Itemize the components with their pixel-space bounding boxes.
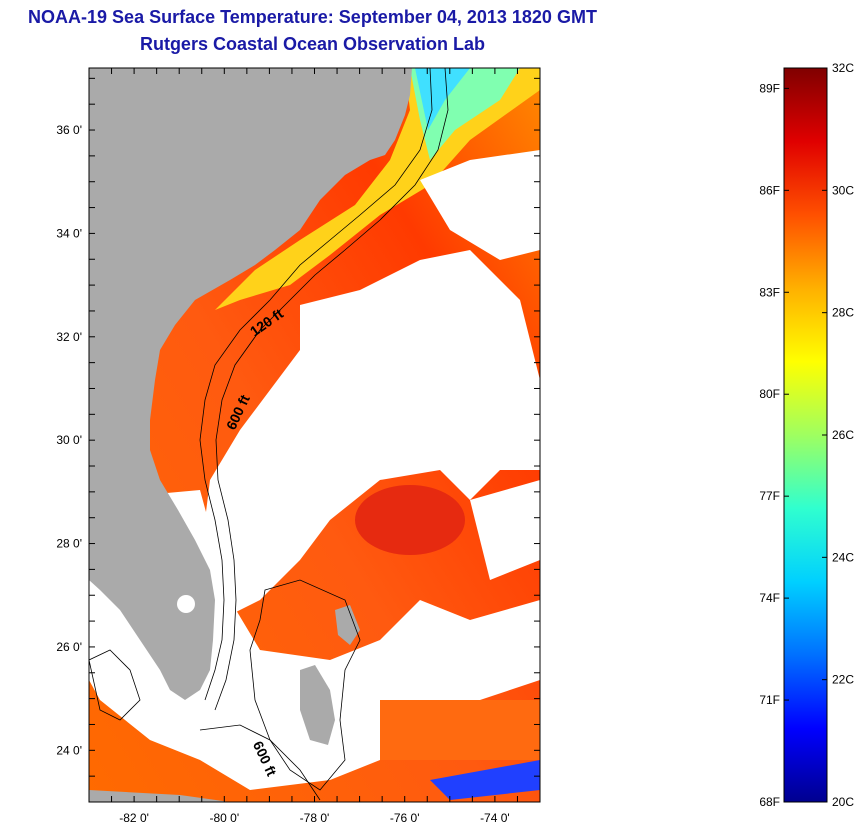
- contour-bahamas-bank: [249, 579, 361, 791]
- celsius-label: 20C: [832, 795, 854, 809]
- cloud-cover-east: [420, 150, 540, 260]
- island-abaco: [335, 605, 360, 645]
- lake-okeechobee: [177, 595, 195, 613]
- fahrenheit-label: 89F: [759, 81, 780, 95]
- cool-nearshore-water-inner: [415, 68, 470, 130]
- colorbar-gradient: [783, 67, 828, 803]
- fahrenheit-label: 80F: [759, 387, 780, 401]
- cloud-cover-east-low: [470, 480, 540, 580]
- contour-sw: [89, 649, 141, 721]
- fahrenheit-label: 68F: [759, 795, 780, 809]
- lat-tick-label: 26 0': [56, 640, 82, 654]
- lon-tick-label: -82 0': [119, 811, 149, 825]
- lat-tick-label: 28 0': [56, 537, 82, 551]
- lat-tick-label: 34 0': [56, 226, 82, 240]
- cloud-cover-central: [200, 250, 540, 620]
- island-cuba-edge: [89, 790, 230, 802]
- lon-tick-label: -76 0': [390, 811, 420, 825]
- contour-600ft: [214, 68, 449, 711]
- celsius-label: 24C: [832, 550, 854, 564]
- lat-tick-label: 30 0': [56, 433, 82, 447]
- celsius-label: 28C: [832, 306, 854, 320]
- contour-south: [199, 724, 321, 801]
- fahrenheit-label: 74F: [759, 591, 780, 605]
- map-subtitle: Rutgers Coastal Ocean Observation Lab: [139, 34, 486, 54]
- fahrenheit-label: 86F: [759, 183, 780, 197]
- celsius-label: 22C: [832, 673, 854, 687]
- lat-tick-label: 36 0': [56, 123, 82, 137]
- land-mainland: [89, 68, 412, 700]
- map-axes: -82 0' -80 0' -78 0' -76 0' -74 0' 36 0' 34 0'…: [56, 68, 541, 825]
- lon-tick-label: -78 0': [300, 811, 330, 825]
- contour-120ft: [199, 68, 433, 701]
- warm-strip-south: [380, 700, 540, 760]
- lon-tick-label: -80 0': [209, 811, 239, 825]
- celsius-label: 26C: [832, 428, 854, 442]
- lat-tick-label: 24 0': [56, 743, 82, 757]
- map-title: NOAA-19 Sea Surface Temperature: Septemb…: [28, 7, 597, 27]
- cold-strip-south: [430, 760, 540, 800]
- island-andros: [300, 665, 335, 745]
- lon-tick-label: -74 0': [480, 811, 510, 825]
- celsius-label: 30C: [832, 183, 854, 197]
- lat-tick-label: 32 0': [56, 330, 82, 344]
- colorbar-labels: 32C 30C 28C 26C 24C 22C 20C 89F 86F 83F 80F 77F 74F 7…: [759, 61, 854, 809]
- celsius-label: 32C: [832, 61, 854, 75]
- shelf-water-band: [215, 68, 540, 310]
- warm-eddy: [355, 485, 465, 555]
- fahrenheit-label: 77F: [759, 489, 780, 503]
- fahrenheit-label: 71F: [759, 693, 780, 707]
- fahrenheit-label: 83F: [759, 285, 780, 299]
